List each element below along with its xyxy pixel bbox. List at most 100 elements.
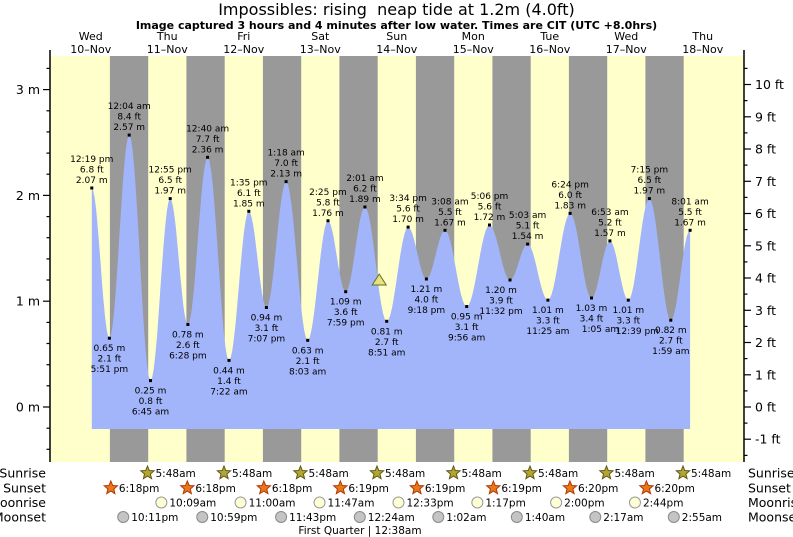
tide-annotation-line: 1.57 m xyxy=(594,229,626,239)
tide-annotation-line: 8:51 am xyxy=(368,348,405,358)
astro-row-label-right: Moonrise xyxy=(748,495,793,510)
astro-time: 2:44pm xyxy=(643,498,683,510)
tide-annotation-line: 0.8 ft xyxy=(139,397,163,407)
tide-annotation-line: 1.89 m xyxy=(349,195,381,205)
day-date: 14–Nov xyxy=(376,43,417,56)
tide-annotation-high: 5:06 pm5.6 ft1.72 m xyxy=(471,192,508,227)
right-axis-label: 5 ft xyxy=(755,238,776,253)
astro-time: 10:11pm xyxy=(131,512,178,524)
tide-annotation-low: 1.03 m3.4 ft1:05 am xyxy=(576,296,619,335)
sunset-star-icon xyxy=(485,479,502,495)
moon-phase-footer: First Quarter | 12:38am xyxy=(298,525,421,537)
tide-annotation-line: 5.5 ft xyxy=(438,208,462,218)
right-axis-label: 1 ft xyxy=(755,367,776,382)
tide-annotation-line: 5:03 am xyxy=(509,211,546,221)
day-name: Mon xyxy=(462,30,485,43)
astro-time: 5:48am xyxy=(155,468,195,480)
sunrise-star-icon xyxy=(369,464,385,480)
tide-point-dot xyxy=(90,186,94,190)
day-labels: Wed10–NovThu11–NovFri12–NovSat13–NovSun1… xyxy=(70,30,723,56)
tide-annotation-line: 5:51 pm xyxy=(91,365,129,375)
tide-annotation-line: 0.65 m xyxy=(94,344,126,354)
tide-annotation-high: 7:15 pm6.5 ft1.97 m xyxy=(631,166,668,201)
tide-point-dot xyxy=(488,223,491,227)
tide-annotation-line: 1:05 am xyxy=(582,325,619,335)
tide-annotation-high: 12:04 am8.4 ft2.57 m xyxy=(108,102,151,137)
tide-annotation-line: 0.82 m xyxy=(655,326,687,336)
moonset-circle-icon xyxy=(353,511,366,523)
tide-annotation-line: 9:18 pm xyxy=(408,306,446,316)
tide-point-dot xyxy=(107,336,111,340)
tide-annotation-line: 1.70 m xyxy=(392,215,424,225)
tide-annotation-high: 1:18 am7.0 ft2.13 m xyxy=(267,149,305,184)
tide-point-dot xyxy=(127,133,131,137)
tide-annotation-line: 3.3 ft xyxy=(536,317,560,327)
day-name: Sun xyxy=(386,30,407,43)
astro-time: 11:00am xyxy=(249,498,296,510)
tide-annotation-line: 2.57 m xyxy=(113,123,145,133)
tide-point-dot xyxy=(688,228,692,232)
astro-time: 6:19pm xyxy=(348,483,388,495)
left-axis-label: 3 m xyxy=(16,82,40,97)
tide-annotation-high: 3:08 am5.5 ft1.67 m xyxy=(431,197,469,232)
day-date: 12–Nov xyxy=(223,43,264,56)
tide-annotation-line: 1.76 m xyxy=(312,209,344,219)
day-name: Wed xyxy=(79,30,103,43)
right-axis-label: 10 ft xyxy=(755,77,784,92)
tide-annotation-line: 1.67 m xyxy=(434,218,466,228)
tide-point-dot xyxy=(326,219,330,223)
right-axis: -1 ft 0 ft 1 ft 2 ft 3 ft 4 ft 5 ft 6 ft 7 ft 8 f… xyxy=(743,50,784,462)
tide-annotation-line: 8:03 am xyxy=(289,367,326,377)
astro-time: 10:09am xyxy=(169,498,216,510)
tide-annotation-line: 2:25 pm xyxy=(309,188,347,198)
day-date: 15–Nov xyxy=(453,43,494,56)
astro-time: 6:19pm xyxy=(501,483,541,495)
tide-annotation-line: 1.21 m xyxy=(411,285,443,295)
astro-time: 2:17am xyxy=(603,512,643,524)
moonrise-circle-icon xyxy=(550,496,563,509)
astro-time: 6:18pm xyxy=(272,483,312,495)
astro-time: 11:43pm xyxy=(289,512,336,524)
tide-point-dot xyxy=(306,338,310,342)
tide-annotation-line: 1.83 m xyxy=(554,201,586,211)
tide-annotation-line: 6.5 ft xyxy=(638,176,662,186)
tide-annotation-line: 2.07 m xyxy=(76,176,108,186)
sunset-star-icon xyxy=(255,479,272,495)
tide-annotation-line: 1.67 m xyxy=(674,218,706,228)
tide-annotation-line: 7.0 ft xyxy=(274,159,298,169)
tide-annotation-line: 2.6 ft xyxy=(176,341,200,351)
astro-time: 6:19pm xyxy=(425,483,465,495)
left-axis-label: 0 m xyxy=(16,400,40,415)
astro-row-label-left: Moonrise xyxy=(0,495,46,510)
astro-time: 5:48am xyxy=(691,468,731,480)
tide-annotation-line: 1.01 m xyxy=(532,306,564,316)
right-axis-label: 2 ft xyxy=(755,335,776,350)
right-axis-label: 7 ft xyxy=(755,174,776,189)
astro-time: 5:48am xyxy=(308,468,348,480)
moonset-circle-icon xyxy=(589,511,602,523)
tide-annotation-high: 3:34 pm5.6 ft1.70 m xyxy=(389,194,427,229)
tide-annotation-low: 0.44 m1.4 ft7:22 am xyxy=(210,358,248,397)
tide-point-dot xyxy=(568,211,572,215)
day-date: 17–Nov xyxy=(606,43,647,56)
tide-annotation-high: 5:03 am5.1 ft1.54 m xyxy=(509,211,546,246)
day-date: 18–Nov xyxy=(682,43,723,56)
day-name: Fri xyxy=(237,30,250,43)
tide-annotation-line: 1.03 m xyxy=(576,304,608,314)
tide-annotation-line: 12:39 pm xyxy=(616,327,659,337)
day-name: Thu xyxy=(691,30,713,43)
day-name: Thu xyxy=(156,30,178,43)
tide-annotation-line: 9:56 am xyxy=(448,333,485,343)
astro-time: 5:48am xyxy=(538,468,578,480)
tide-annotation-line: 11:32 pm xyxy=(479,307,522,317)
tide-point-dot xyxy=(149,379,152,383)
astro-time: 6:20pm xyxy=(654,483,694,495)
tide-annotation-line: 3.3 ft xyxy=(616,317,640,327)
tide-point-dot xyxy=(168,197,172,201)
